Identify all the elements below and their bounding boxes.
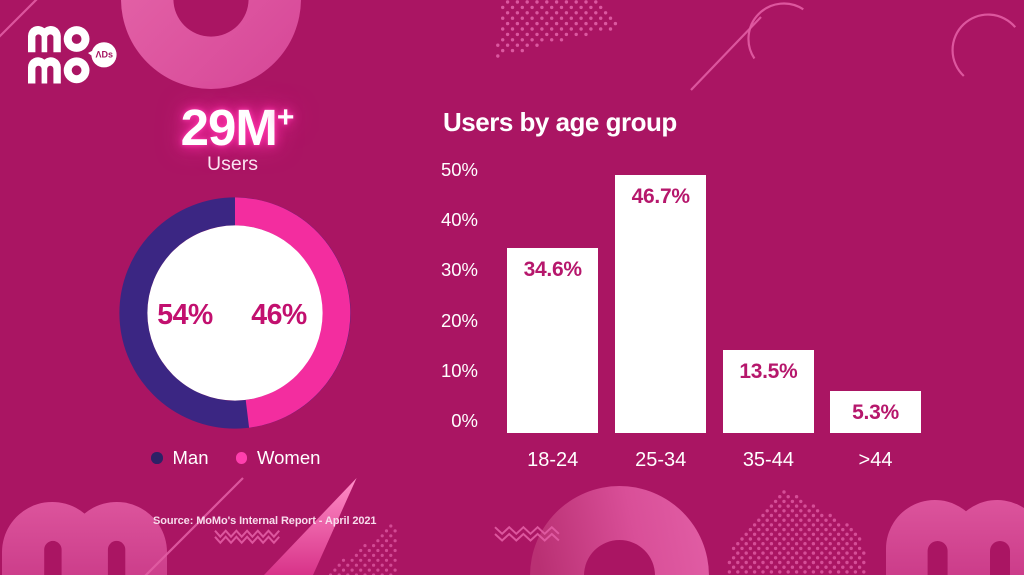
svg-text:ΛDs: ΛDs (95, 50, 113, 60)
